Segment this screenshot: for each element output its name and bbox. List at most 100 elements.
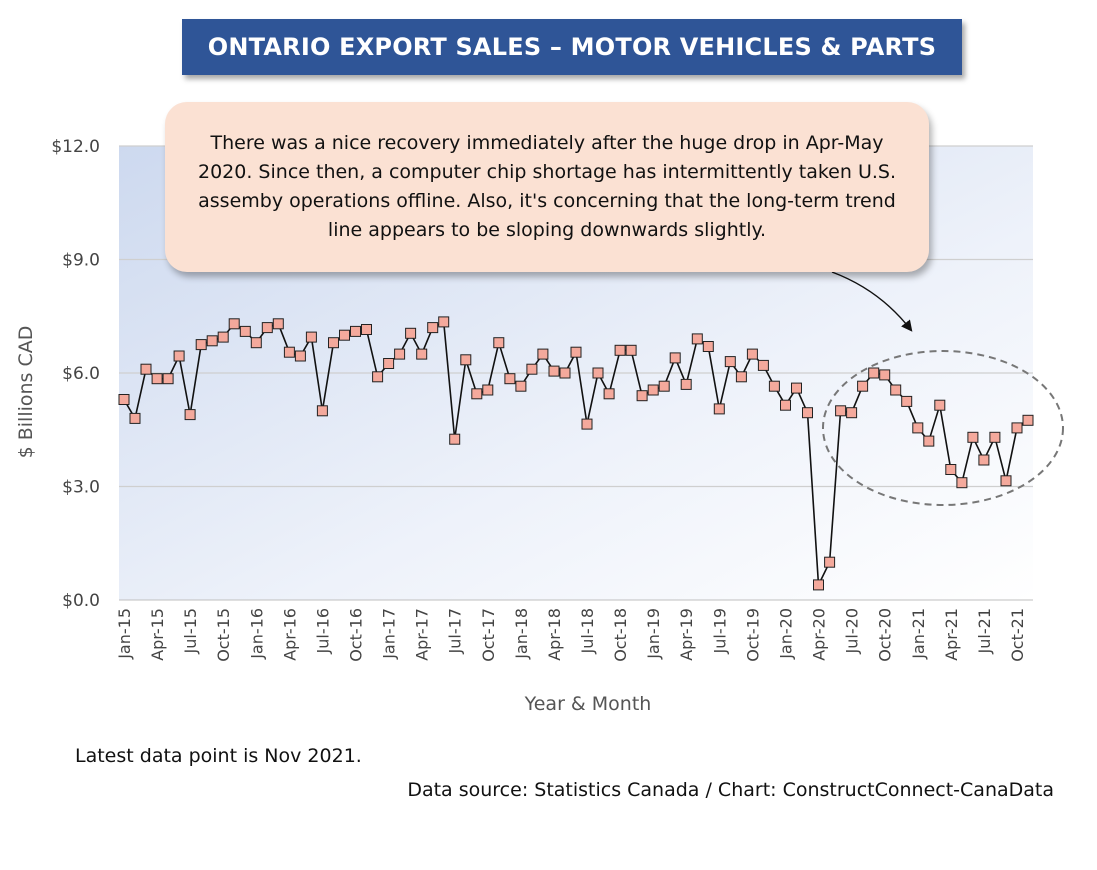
data-point-marker: [945, 464, 957, 475]
data-point-marker: [901, 395, 913, 407]
data-point-marker: [471, 388, 483, 400]
data-point-marker: [493, 337, 505, 349]
data-point-marker: [813, 579, 824, 591]
x-tick-label: Apr-19: [677, 608, 696, 661]
chart-title: ONTARIO EXPORT SALES – MOTOR VEHICLES & …: [207, 33, 937, 61]
data-point-marker: [283, 346, 295, 358]
data-point-marker: [846, 407, 858, 419]
x-tick-label: Jan-19: [644, 608, 663, 660]
x-tick-label: Jul-16: [313, 608, 332, 654]
data-point-marker: [835, 405, 847, 417]
x-tick-label: Jul-15: [181, 608, 200, 654]
data-point-marker: [934, 399, 946, 411]
data-point-marker: [261, 322, 273, 334]
x-tick-label: Jul-17: [446, 608, 465, 654]
data-point-marker: [206, 335, 218, 347]
x-tick-label: Jul-20: [843, 608, 862, 654]
data-point-marker: [162, 373, 174, 385]
data-point-marker: [482, 384, 494, 396]
x-tick-label: Jul-18: [578, 608, 597, 654]
x-tick-label: Apr-17: [413, 608, 432, 661]
data-point-marker: [427, 322, 439, 334]
x-tick-label: Jan-15: [115, 608, 134, 660]
data-point-marker: [526, 363, 538, 375]
callout-arrow: [831, 271, 913, 332]
data-point-marker: [956, 477, 968, 489]
y-tick-label: $6.0: [62, 364, 100, 384]
data-point-marker: [658, 380, 670, 392]
x-tick-label: Jul-21: [975, 608, 994, 654]
latest-data-note: Latest data point is Nov 2021.: [75, 745, 362, 767]
data-point-marker: [702, 341, 714, 352]
x-tick-label: Apr-15: [148, 608, 167, 661]
x-tick-label: Jan-17: [380, 608, 399, 660]
x-tick-label: Oct-16: [347, 608, 366, 662]
x-tick-label: Apr-18: [545, 608, 564, 661]
data-point-marker: [1011, 422, 1023, 434]
data-point-marker: [768, 380, 780, 392]
data-point-marker: [515, 380, 527, 392]
data-point-marker: [923, 435, 935, 447]
data-point-marker: [228, 318, 240, 330]
data-point-marker: [989, 431, 1001, 443]
data-point-marker: [305, 331, 317, 343]
data-point-marker: [460, 354, 472, 366]
x-axis-ticks: Jan-15 Apr-15 Jul-15 Oct-15 Jan-16 Apr-16 Jul-…: [115, 608, 1027, 662]
annotation-text: There was a nice recovery immediately af…: [198, 132, 896, 241]
data-point-marker: [669, 352, 681, 364]
data-point-marker: [978, 454, 990, 466]
x-tick-label: Jan-21: [909, 608, 928, 660]
x-tick-label: Oct-15: [214, 608, 233, 662]
x-tick-label: Oct-18: [611, 608, 630, 662]
data-point-marker: [328, 337, 339, 349]
data-point-marker: [757, 359, 769, 371]
data-point-marker: [592, 367, 604, 379]
data-point-marker: [416, 348, 428, 360]
x-tick-label: Oct-17: [479, 608, 498, 662]
x-tick-label: Jul-19: [710, 608, 729, 654]
data-point-marker: [791, 382, 802, 394]
data-point-marker: [636, 390, 648, 402]
x-tick-label: Apr-21: [942, 608, 961, 661]
x-tick-label: Oct-19: [743, 608, 762, 662]
data-point-marker: [735, 371, 747, 383]
annotation-callout: There was a nice recovery immediately af…: [165, 102, 929, 272]
data-point-marker: [967, 431, 979, 443]
data-point-marker: [372, 371, 384, 383]
data-point-marker: [890, 384, 902, 396]
y-axis-ticks: $0.0 $3.0 $6.0 $9.0 $12.0: [51, 137, 100, 611]
data-point-marker: [217, 331, 229, 343]
series-markers: [118, 316, 1034, 591]
data-point-marker: [559, 367, 571, 379]
data-point-marker: [250, 337, 262, 349]
data-point-marker: [504, 373, 516, 385]
data-point-marker: [449, 433, 461, 445]
data-point-marker: [294, 350, 306, 362]
y-tick-label: $3.0: [62, 478, 100, 498]
data-point-marker: [724, 356, 736, 368]
y-tick-label: $12.0: [51, 137, 100, 157]
data-point-marker: [537, 348, 549, 360]
data-point-marker: [394, 348, 406, 360]
data-point-marker: [647, 384, 659, 396]
x-tick-label: Jan-18: [512, 608, 531, 660]
data-point-marker: [625, 344, 637, 356]
data-point-marker: [548, 365, 560, 377]
data-point-marker: [857, 380, 869, 392]
x-tick-label: Oct-21: [1008, 608, 1027, 662]
data-point-marker: [581, 418, 593, 430]
data-point-marker: [118, 394, 130, 405]
y-axis-title: $ Billions CAD: [15, 326, 37, 459]
x-tick-label: Apr-16: [280, 608, 299, 661]
data-point-marker: [868, 367, 880, 379]
x-tick-label: Jan-16: [247, 608, 266, 660]
data-point-marker: [614, 344, 626, 356]
data-point-marker: [691, 333, 703, 345]
data-point-marker: [339, 329, 350, 341]
data-point-marker: [361, 324, 372, 335]
data-point-marker: [912, 422, 924, 434]
data-point-marker: [746, 348, 758, 360]
data-point-marker: [603, 388, 615, 400]
y-tick-label: $0.0: [62, 591, 100, 611]
y-tick-label: $9.0: [62, 251, 100, 271]
